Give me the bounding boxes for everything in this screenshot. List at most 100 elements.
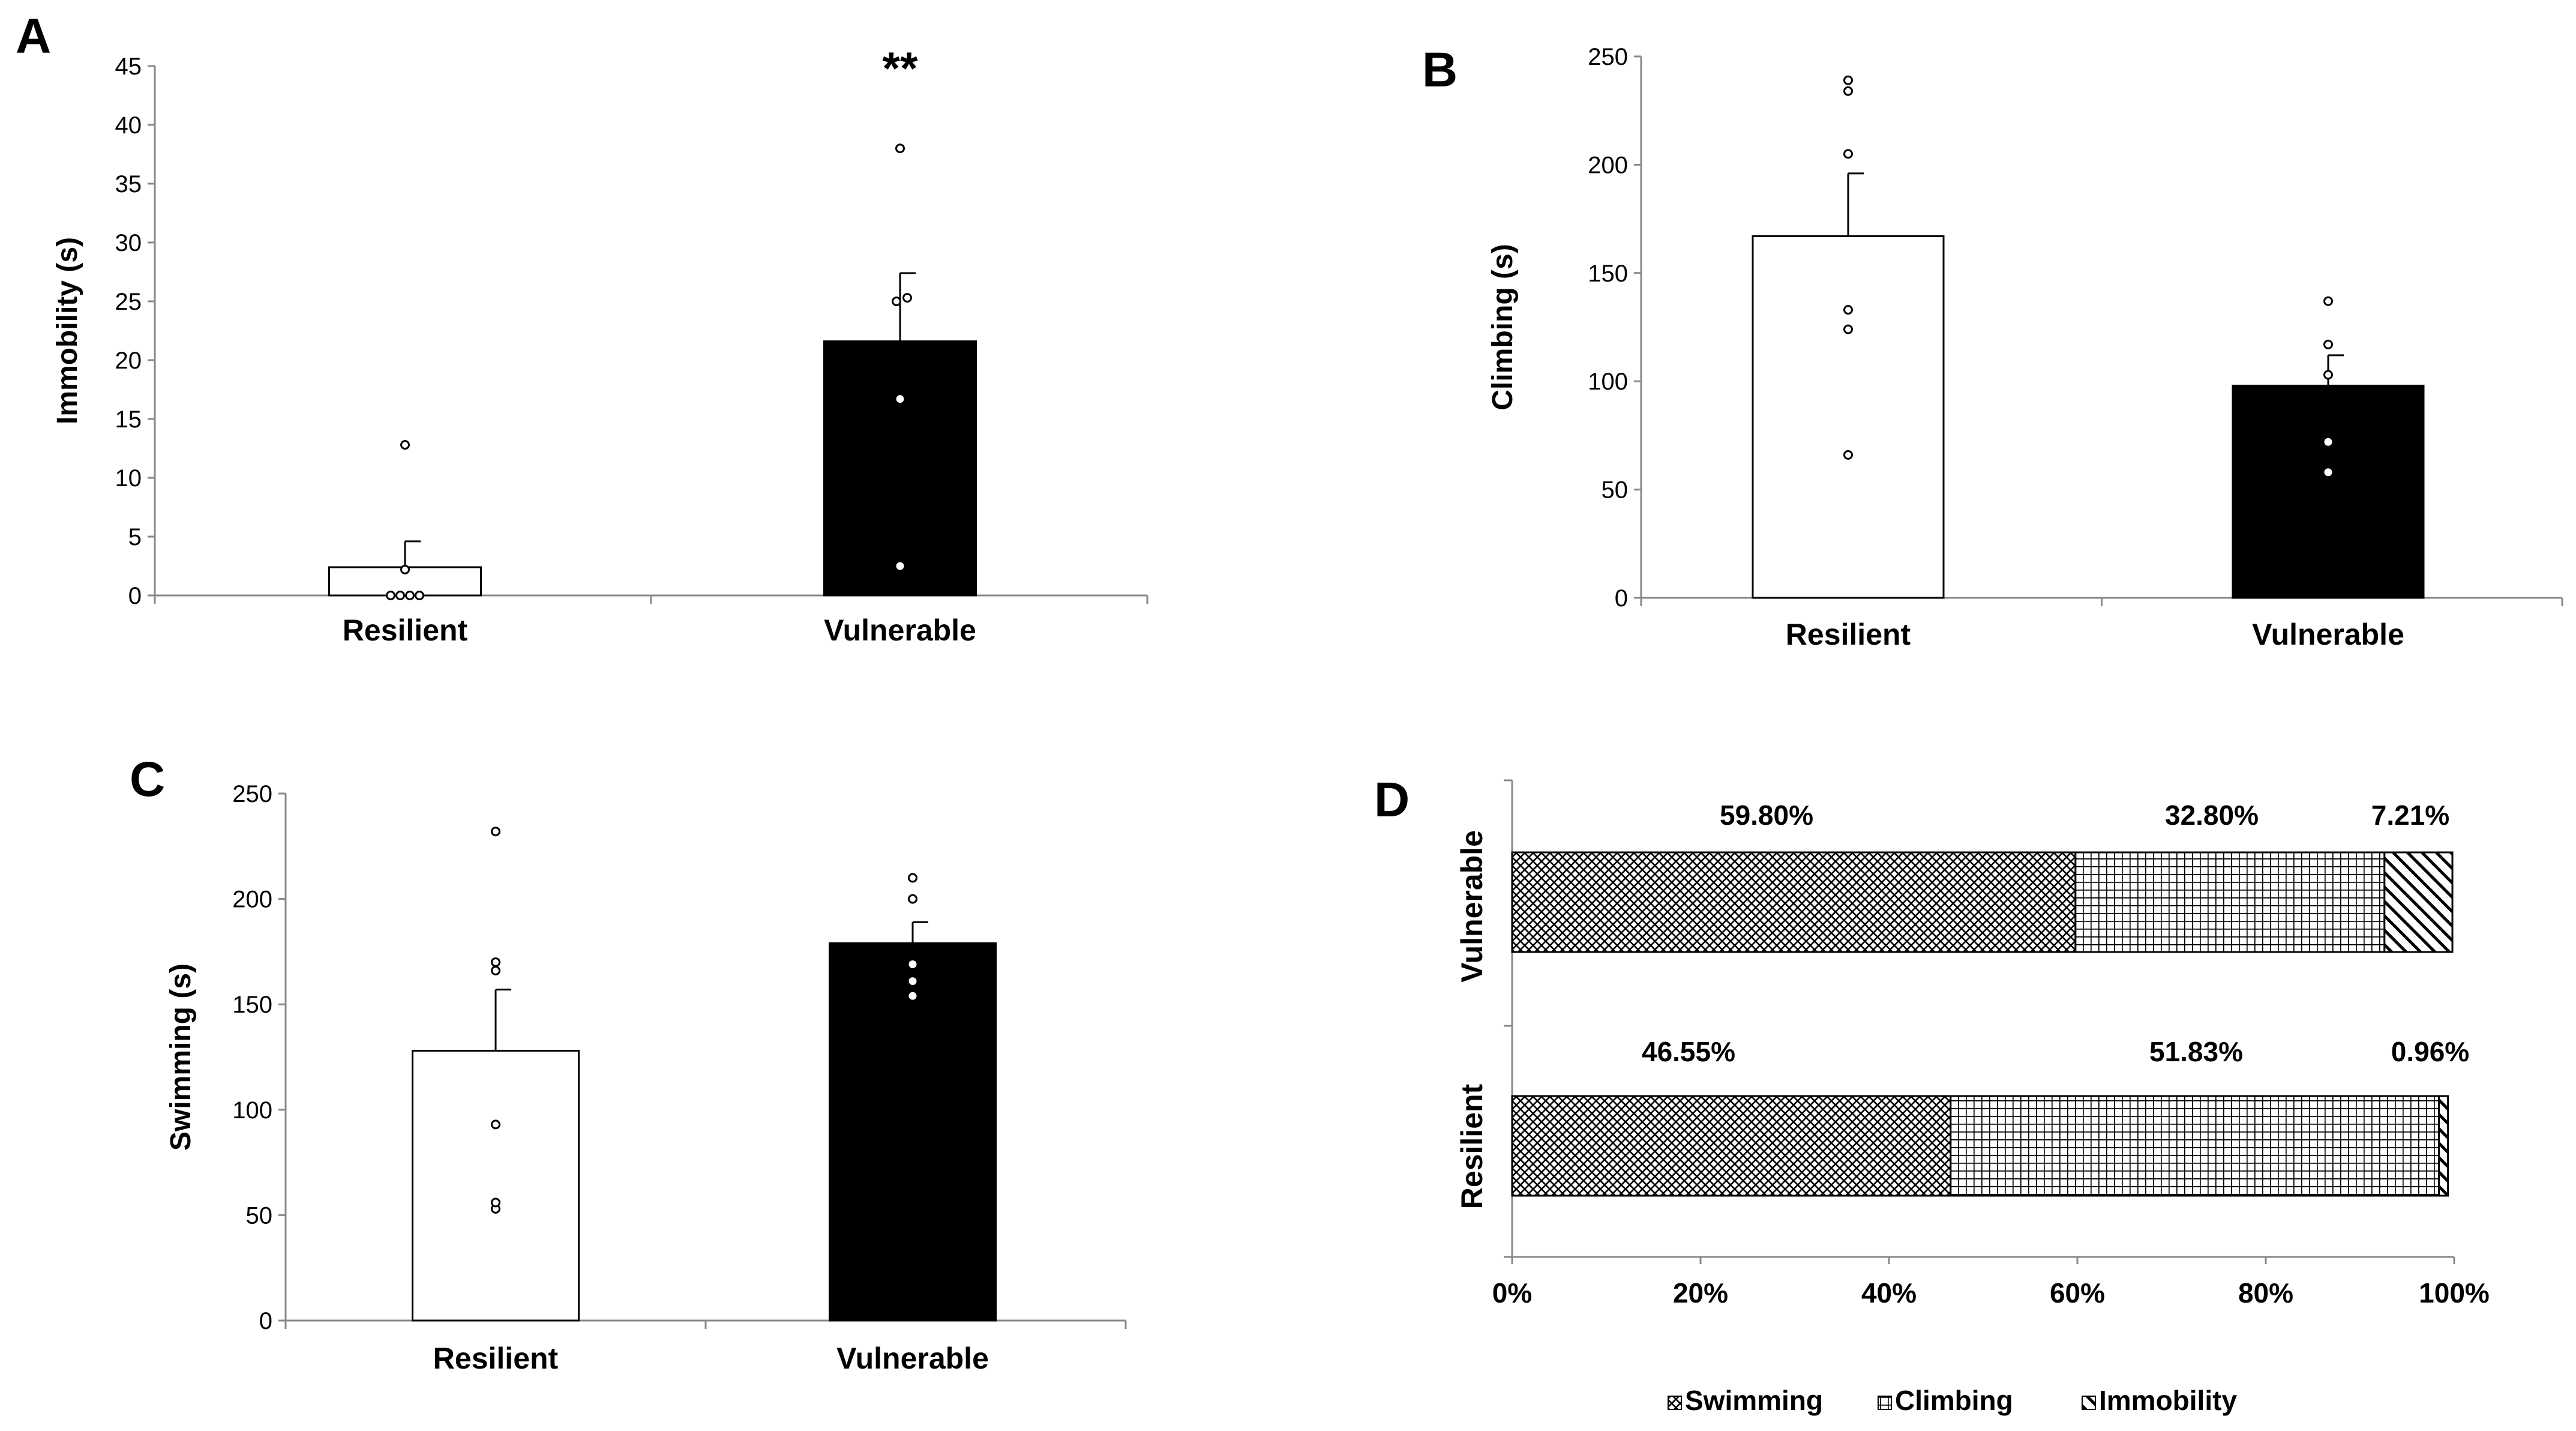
y-tick-label: 0 [1615, 585, 1628, 612]
y-tick-label: 40 [115, 112, 142, 139]
segment-swimming-vulnerable [1511, 851, 2077, 953]
bar-vulnerable [2232, 384, 2425, 599]
data-point [895, 143, 905, 154]
data-point [908, 992, 917, 1000]
data-point [386, 591, 395, 600]
y-tick-label: 50 [1602, 477, 1629, 504]
y-axis-label: Climbing (s) [1487, 244, 1519, 410]
data-point [400, 564, 410, 574]
data-point [491, 1198, 500, 1208]
y-tick-label: 35 [115, 171, 142, 197]
y-axis-label: Swimming (s) [165, 963, 197, 1151]
category-label-vulnerable: Vulnerable [2252, 618, 2404, 651]
y-tick-label: 100 [232, 1097, 272, 1124]
data-point [908, 977, 917, 986]
y-tick-label: 200 [232, 887, 272, 913]
y-tick-label: 50 [246, 1202, 273, 1229]
y-tick-label: 20 [115, 348, 142, 374]
category-label-resilient: Resilient [433, 1342, 559, 1375]
data-point [908, 960, 917, 968]
segment-climbing-vulnerable [2074, 851, 2386, 953]
y-tick-label: 250 [1588, 44, 1628, 70]
segment-swimming-resilient [1511, 1095, 1952, 1197]
panel-letter-d: D [1374, 773, 1410, 827]
y-tick-label: 150 [1588, 261, 1628, 287]
bar-resilient [1752, 235, 1945, 599]
y-tick-label: 250 [232, 781, 272, 807]
bar-resilient [412, 1049, 580, 1322]
data-point [491, 1119, 500, 1130]
panel-letter-c: C [130, 752, 165, 807]
data-point [908, 894, 917, 904]
x-tick-label: 100% [2419, 1277, 2490, 1309]
data-point [405, 591, 415, 600]
x-tick-label: 20% [1673, 1277, 1728, 1309]
y-tick-label: 200 [1588, 152, 1628, 178]
panel-letter-b: B [1422, 43, 1458, 97]
panel-d-behavior-proportion-chart: 0% 20% 40% 60% 80% 100% Vulnerable Resilient 59.… [1455, 779, 2490, 1416]
panel-c-swimming-chart: 0 50 100 150 200 250 Swimming (s) Resilient Vuln… [165, 781, 1127, 1375]
value-label-swimming-vulnerable: 59.80% [1720, 800, 1813, 831]
category-label-resilient: Resilient [1786, 618, 1911, 651]
panel-letter-a: A [16, 9, 51, 64]
data-point [896, 562, 904, 570]
category-label-vulnerable: Vulnerable [836, 1342, 989, 1375]
y-tick-label: 45 [115, 53, 142, 80]
data-point [896, 395, 904, 403]
segment-immobility-vulnerable [2383, 851, 2454, 953]
legend-swatch-swimming [1668, 1396, 1682, 1410]
panel-a-immobility-chart: 0 5 10 15 20 25 30 35 40 45 Immobility (s) Resilien… [52, 43, 1148, 647]
category-label-resilient: Resilient [343, 613, 468, 647]
significance-marker: ** [882, 43, 918, 94]
data-point [902, 293, 912, 303]
x-tick-label: 80% [2238, 1277, 2293, 1309]
data-point [2324, 468, 2332, 477]
y-tick-label: 30 [115, 230, 142, 256]
data-point [491, 957, 500, 967]
category-label-vulnerable: Vulnerable [824, 613, 976, 647]
legend-swatch-immobility [2082, 1396, 2096, 1410]
data-point [395, 591, 405, 600]
data-point [1843, 75, 1853, 85]
data-point [2324, 438, 2332, 446]
category-label-resilient: Resilient [1455, 1083, 1489, 1209]
x-tick-label: 60% [2050, 1277, 2105, 1309]
bar-vulnerable [823, 340, 977, 597]
data-point [415, 591, 424, 600]
data-point [892, 297, 901, 306]
panel-b-climbing-chart: 0 50 100 150 200 250 Climbing (s) Resilient Vuln… [1487, 44, 2563, 651]
value-label-immobility-resilient: 0.96% [2391, 1036, 2469, 1067]
data-point [1843, 450, 1853, 460]
data-point [1843, 324, 1853, 334]
segment-climbing-resilient [1950, 1095, 2440, 1197]
legend-swatch-climbing [1878, 1396, 1892, 1410]
data-point [2323, 339, 2333, 349]
data-point [2323, 296, 2333, 306]
y-tick-label: 15 [115, 406, 142, 433]
y-tick-label: 5 [128, 524, 142, 550]
value-label-climbing-vulnerable: 32.80% [2165, 800, 2259, 831]
legend-label-immobility: Immobility [2099, 1385, 2237, 1416]
y-axis-label: Immobility (s) [52, 237, 83, 424]
value-label-immobility-vulnerable: 7.21% [2371, 800, 2449, 831]
segment-immobility-resilient [2438, 1095, 2449, 1197]
legend-label-climbing: Climbing [1895, 1385, 2013, 1416]
value-label-swimming-resilient: 46.55% [1642, 1036, 1735, 1067]
data-point [1843, 86, 1853, 96]
legend-label-swimming: Swimming [1685, 1385, 1823, 1416]
value-label-climbing-resilient: 51.83% [2149, 1036, 2243, 1067]
x-tick-label: 0% [1492, 1277, 1532, 1309]
data-point [1843, 305, 1853, 315]
y-tick-label: 0 [128, 583, 142, 609]
y-tick-label: 100 [1588, 369, 1628, 395]
data-point [400, 440, 410, 450]
category-label-vulnerable: Vulnerable [1455, 830, 1489, 983]
data-point [908, 873, 917, 883]
y-tick-label: 25 [115, 289, 142, 315]
data-point [1843, 149, 1853, 159]
y-tick-label: 0 [259, 1308, 272, 1334]
y-tick-label: 10 [115, 465, 142, 492]
data-point [491, 827, 500, 837]
data-point [2323, 370, 2333, 380]
